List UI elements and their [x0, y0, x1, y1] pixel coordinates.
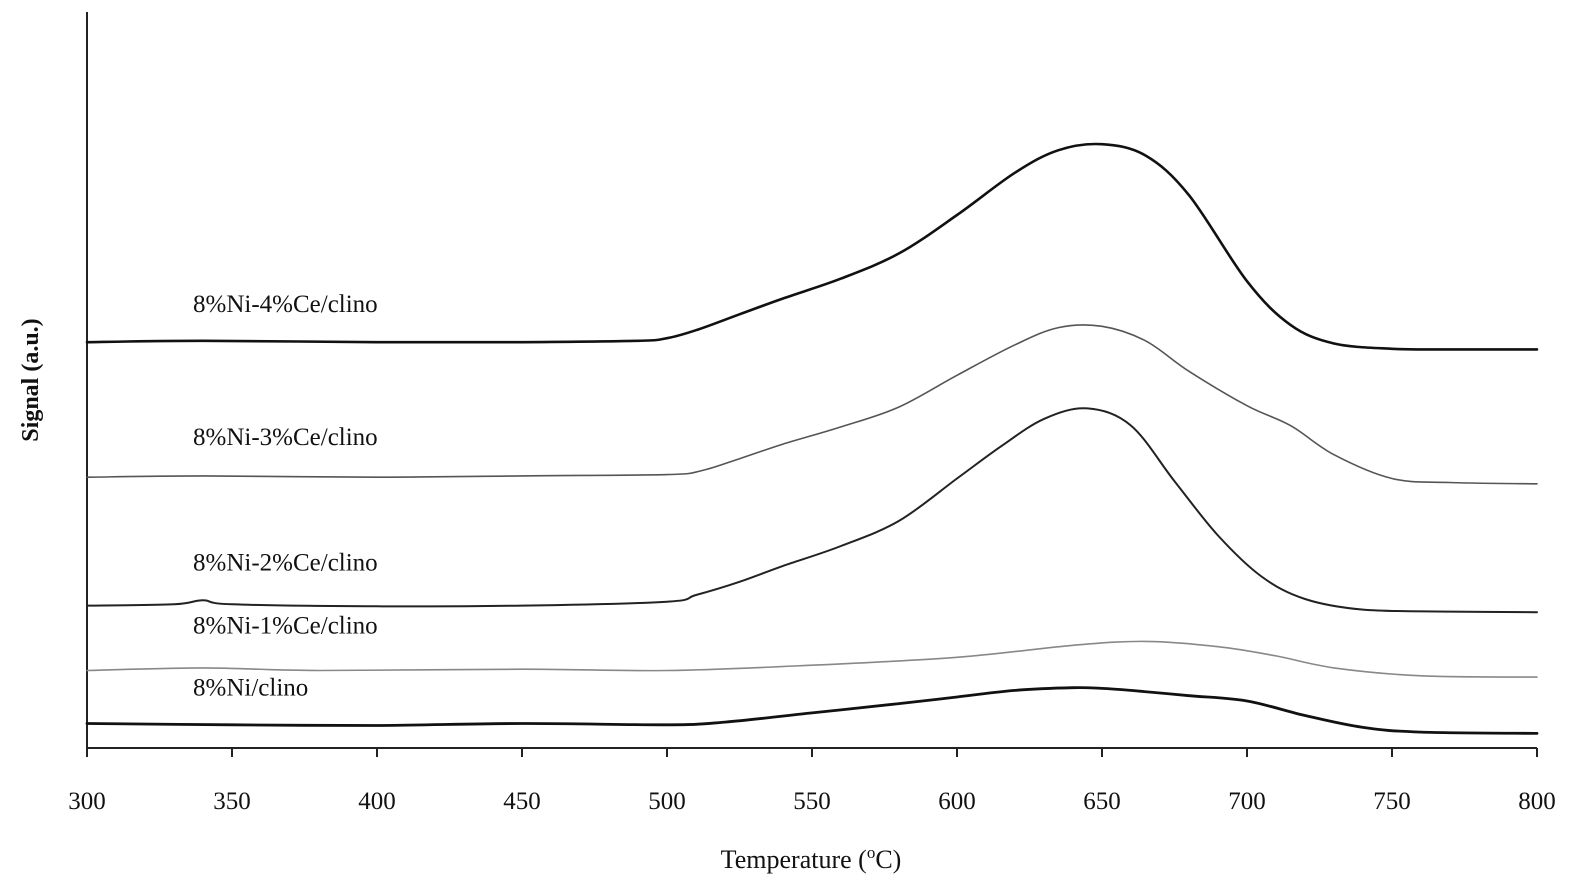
x-axis-title: Temperature (oC)	[721, 843, 902, 874]
x-tick-label: 400	[358, 788, 396, 815]
series-label-8-ni-clino: 8%Ni/clino	[193, 674, 308, 701]
x-tick-label: 800	[1518, 788, 1556, 815]
x-tick-label: 350	[213, 788, 251, 815]
series-line-8-ni-clino	[85, 686, 1539, 735]
series-label-8-ni-4-ce-clino: 8%Ni-4%Ce/clino	[193, 291, 378, 318]
x-axis-title-unit: C)	[875, 845, 901, 874]
x-tick-label: 700	[1228, 788, 1266, 815]
series-label-8-ni-1-ce-clino: 8%Ni-1%Ce/clino	[193, 613, 378, 640]
x-tick-label: 650	[1083, 788, 1121, 815]
series-line-8-ni-4-ce-clino	[85, 142, 1539, 351]
plot-area: 300 350 400 450 500 550 600 650 700 750 800 8%Ni-4%…	[68, 12, 1556, 815]
x-tick-label: 600	[938, 788, 976, 815]
x-axis-title-main: Temperature (	[721, 845, 867, 874]
series-line-8-ni-2-ce-clino	[86, 407, 1538, 614]
y-axis-title: Signal (a.u.)	[18, 318, 44, 441]
series-label-8-ni-3-ce-clino: 8%Ni-3%Ce/clino	[193, 424, 378, 451]
x-tick-label: 750	[1373, 788, 1411, 815]
x-axis-title-degree: o	[867, 843, 876, 862]
x-tick-label: 450	[503, 788, 541, 815]
series-line-8-ni-3-ce-clino	[86, 324, 1538, 485]
series-line-8-ni-1-ce-clino	[86, 640, 1538, 678]
x-tick-label: 500	[648, 788, 686, 815]
x-tick-label: 300	[68, 788, 106, 815]
series-label-8-ni-2-ce-clino: 8%Ni-2%Ce/clino	[193, 550, 378, 577]
x-tick-label: 550	[793, 788, 831, 815]
